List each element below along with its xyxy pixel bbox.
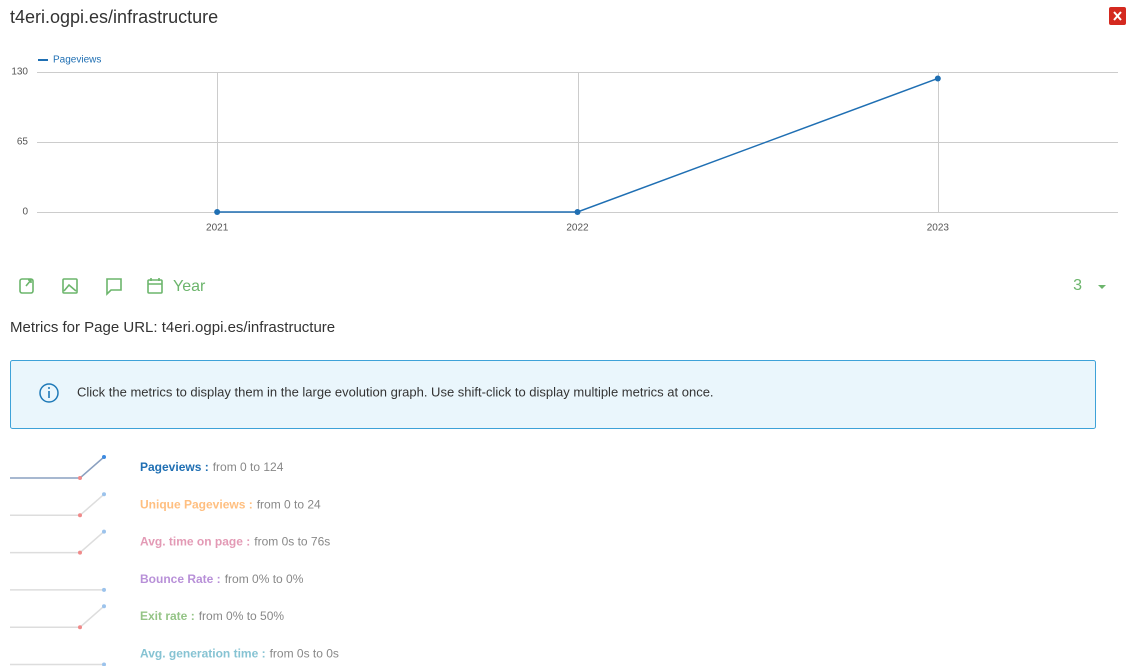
metric-detail: from 0s to 0s [270,647,339,661]
metrics-heading: Metrics for Page URL: t4eri.ogpi.es/infr… [10,319,335,336]
sparkline-end [102,529,106,534]
sparkline-min [78,625,82,630]
period-selector[interactable]: Year [173,278,206,295]
limit-selector[interactable]: 3 [1073,277,1082,294]
data-point [214,209,221,215]
metric-row[interactable]: Avg. generation time : from 0s to 0s [10,647,339,666]
sparkline-end [102,587,106,592]
metric-name: Exit rate : [140,609,195,623]
sparkline-min [78,550,82,555]
sparkline [10,531,105,554]
metric-detail: from 0% to 0% [225,572,304,586]
series-line [217,77,939,213]
sparkline-end [102,662,106,666]
metric-name: Unique Pageviews : [140,497,253,511]
metric-row[interactable]: Unique Pageviews : from 0 to 24 [10,492,321,518]
export-icon[interactable] [19,278,34,294]
sparkline-end [102,604,106,609]
dropdown-arrow[interactable] [1098,285,1106,289]
x-tick-label: 2021 [206,223,229,234]
x-tick-label: 2022 [566,223,589,234]
image-icon[interactable] [62,278,78,294]
metric-row[interactable]: Bounce Rate : from 0% to 0% [10,572,304,592]
metric-name: Pageviews : [140,460,209,474]
sparkline [10,493,105,517]
sparkline-min [78,476,82,480]
y-tick-label: 130 [11,67,28,78]
metric-text: Pageviews : from 0 to 124 [140,460,284,474]
metric-detail: from 0 to 24 [257,497,321,511]
metric-row[interactable]: Avg. time on page : from 0s to 76s [10,529,330,555]
data-point [934,75,941,82]
data-point [574,209,581,215]
y-tick-label: 0 [22,207,28,218]
info-box: Click the metrics to display them in the… [10,360,1096,429]
info-text: Click the metrics to display them in the… [77,384,714,399]
metric-row[interactable]: Exit rate : from 0% to 50% [10,604,284,630]
metric-text: Avg. time on page : from 0s to 76s [140,535,330,549]
metric-detail: from 0s to 76s [254,535,330,549]
metric-detail: from 0 to 124 [213,460,284,474]
calendar-icon[interactable] [147,278,163,294]
metric-name: Bounce Rate : [140,572,221,586]
close-button[interactable] [1109,7,1126,25]
sparkline-end [102,492,106,497]
page-title: t4eri.ogpi.es/infrastructure [10,7,218,27]
metric-text: Unique Pageviews : from 0 to 24 [140,497,321,511]
annotation-icon[interactable] [106,278,122,296]
sparkline [10,605,105,628]
metric-text: Avg. generation time : from 0s to 0s [140,647,339,661]
sparkline [10,456,105,479]
metric-name: Avg. generation time : [140,647,266,661]
metric-text: Bounce Rate : from 0% to 0% [140,572,304,586]
y-tick-label: 65 [17,137,29,148]
x-tick-label: 2023 [927,223,950,234]
metric-row[interactable]: Pageviews : from 0 to 124 [10,455,284,480]
sparkline-end [102,455,106,459]
sparkline-min [78,513,82,518]
metric-text: Exit rate : from 0% to 50% [140,609,284,623]
metric-detail: from 0% to 50% [199,609,285,623]
legend-label: Pageviews [53,55,101,66]
metric-name: Avg. time on page : [140,535,250,549]
